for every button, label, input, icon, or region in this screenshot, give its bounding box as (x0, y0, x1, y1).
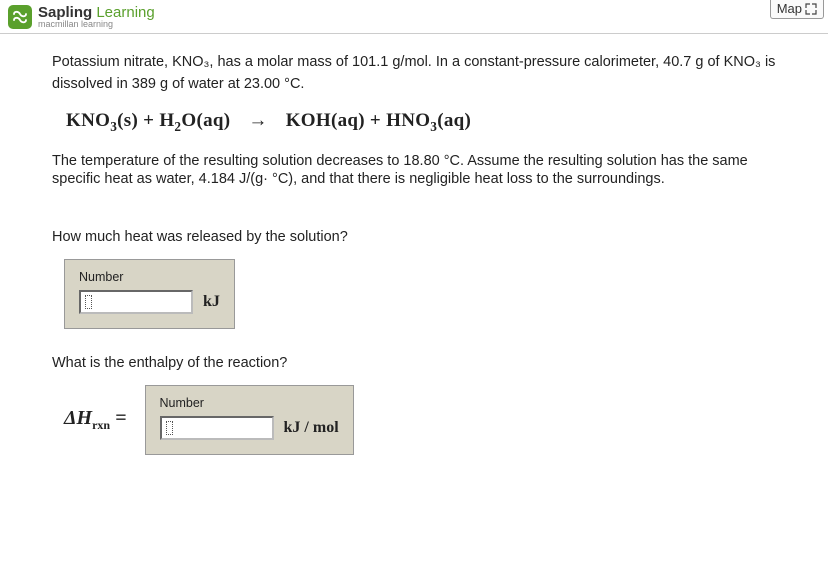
eq-p2: HNO (386, 110, 430, 131)
unit-kj: kJ (203, 293, 220, 311)
eq-p1: KOH (286, 110, 331, 131)
eq-r1: KNO (66, 110, 110, 131)
map-label: Map (777, 1, 802, 16)
brand-logo-icon (8, 5, 32, 29)
map-button[interactable]: Map (770, 0, 824, 19)
unit-kj-mol: kJ / mol (284, 419, 339, 437)
eq-p2-state: (aq) (437, 110, 471, 131)
delta-h-text: ΔH (64, 407, 92, 429)
answer-box-2: Number kJ / mol (145, 385, 354, 455)
eq-arrow: → (230, 110, 285, 131)
eq-p1-state: (aq) (331, 110, 365, 131)
answer-box-1: Number kJ (64, 259, 235, 329)
equals-sign: = (110, 407, 126, 429)
eq-r1-state: (s) (117, 110, 138, 131)
problem-paragraph-2: The temperature of the resulting solutio… (52, 152, 788, 188)
eq-r2b: O (181, 110, 196, 131)
expand-icon (805, 3, 817, 15)
eq-r2: H (159, 110, 174, 131)
chemical-equation: KNO3(s) + H2O(aq)→KOH(aq) + HNO3(aq) (66, 110, 788, 135)
question-1: How much heat was released by the soluti… (52, 229, 788, 245)
eq-plus1: + (138, 110, 159, 131)
eq-plus2: + (365, 110, 386, 131)
eq-r2-state: (aq) (196, 110, 230, 131)
brand-subtitle: macmillan learning (38, 20, 155, 29)
enthalpy-input[interactable] (160, 416, 274, 440)
delta-h-sub: rxn (92, 418, 110, 432)
problem-paragraph-1: Potassium nitrate, KNO₃, has a molar mas… (52, 52, 788, 96)
input-cursor-icon (166, 421, 173, 435)
brand-name-dark: Sapling (38, 4, 92, 21)
question-2: What is the enthalpy of the reaction? (52, 355, 788, 371)
delta-h-symbol: ΔHrxn = (64, 407, 127, 433)
header: Sapling Learning macmillan learning (0, 0, 828, 34)
number-label-2: Number (160, 396, 339, 410)
question-2-row: ΔHrxn = Number kJ / mol (52, 385, 788, 455)
input-cursor-icon (85, 295, 92, 309)
heat-input[interactable] (79, 290, 193, 314)
brand-text: Sapling Learning macmillan learning (38, 5, 155, 29)
content: Potassium nitrate, KNO₃, has a molar mas… (0, 34, 828, 455)
number-label-1: Number (79, 270, 220, 284)
brand-name-green: Learning (96, 4, 154, 21)
